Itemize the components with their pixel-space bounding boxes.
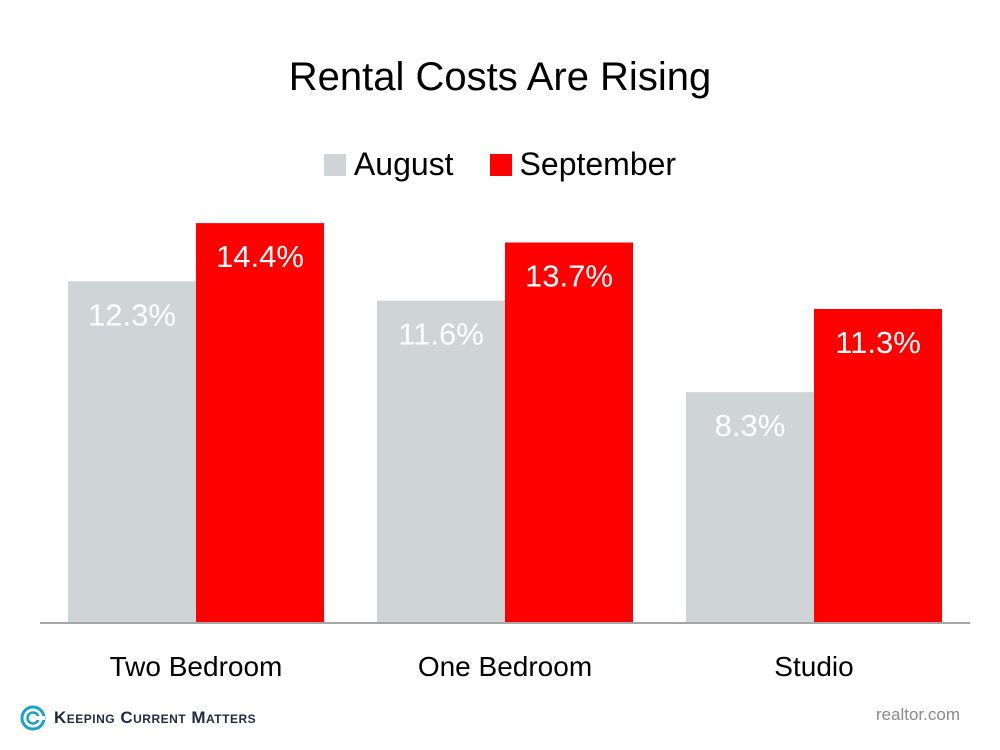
bar-august-0 xyxy=(68,281,196,622)
data-label-september-2: 11.3% xyxy=(835,325,921,360)
category-label-1: One Bedroom xyxy=(418,651,592,682)
category-label-2: Studio xyxy=(774,651,853,682)
data-label-august-1: 11.6% xyxy=(398,317,484,352)
source-label: realtor.com xyxy=(875,705,960,724)
footer-brand: Keeping Current Matters xyxy=(20,705,256,731)
bar-august-1 xyxy=(377,300,505,622)
bar-september-0 xyxy=(196,223,324,622)
legend-swatch-september xyxy=(489,153,512,176)
bar-september-2 xyxy=(814,308,942,622)
legend-label-august: August xyxy=(353,146,454,182)
legend-swatch-august xyxy=(323,153,346,176)
brand-name: Keeping Current Matters xyxy=(54,708,257,727)
legend-label-september: September xyxy=(519,146,677,182)
brand-logo-icon xyxy=(20,705,46,731)
category-label-0: Two Bedroom xyxy=(110,651,283,682)
chart-title: Rental Costs Are Rising xyxy=(288,55,712,99)
data-label-august-0: 12.3% xyxy=(88,297,176,332)
legend-item-august: August xyxy=(323,146,454,183)
legend: August September xyxy=(0,146,1000,183)
data-label-august-2: 8.3% xyxy=(715,408,786,443)
bar-august-2 xyxy=(686,392,814,622)
bar-september-1 xyxy=(505,242,633,622)
data-label-september-0: 14.4% xyxy=(216,239,304,274)
data-label-september-1: 13.7% xyxy=(525,259,613,294)
legend-item-september: September xyxy=(489,146,677,183)
